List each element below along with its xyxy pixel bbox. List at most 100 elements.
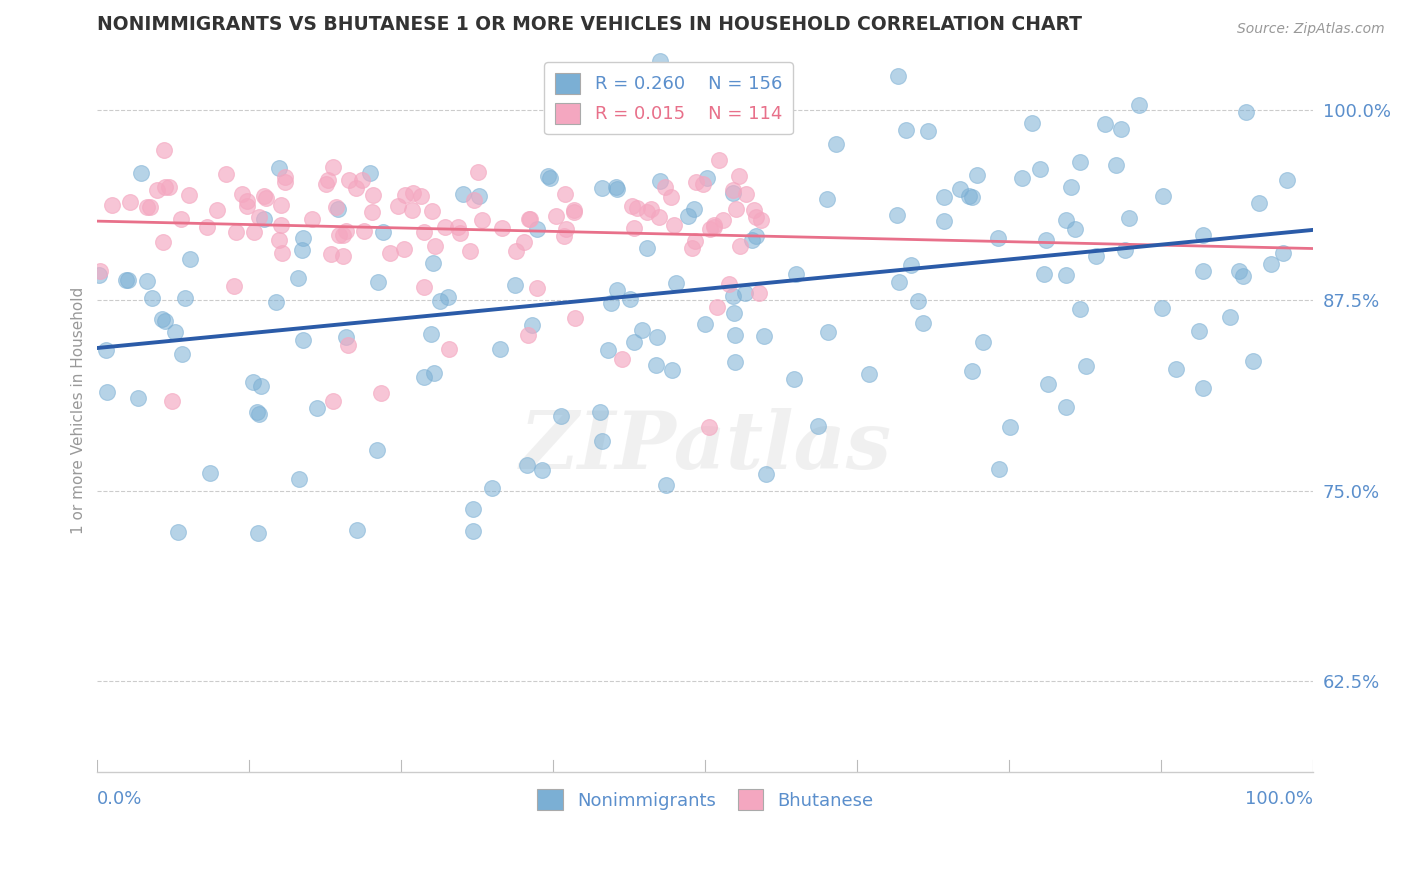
Point — [620, 199, 643, 213]
Point — [316, 173, 339, 187]
Point — [242, 375, 264, 389]
Point — [291, 244, 314, 258]
Point — [745, 210, 768, 224]
Point — [659, 190, 682, 204]
Point — [1241, 353, 1264, 368]
Point — [163, 325, 186, 339]
Point — [322, 393, 344, 408]
Point — [636, 204, 658, 219]
Text: 100.0%: 100.0% — [1246, 790, 1313, 808]
Point — [461, 501, 484, 516]
Point — [1114, 243, 1136, 257]
Point — [315, 177, 337, 191]
Point — [153, 180, 176, 194]
Point — [741, 234, 763, 248]
Point — [749, 213, 772, 227]
Point — [205, 203, 228, 218]
Point — [721, 186, 744, 200]
Point — [270, 198, 292, 212]
Point — [744, 229, 766, 244]
Point — [157, 179, 180, 194]
Point — [1038, 376, 1060, 391]
Point — [422, 366, 444, 380]
Point — [562, 205, 585, 219]
Point — [491, 220, 513, 235]
Point — [1105, 158, 1128, 172]
Point — [254, 190, 277, 204]
Point — [449, 227, 471, 241]
Point — [236, 199, 259, 213]
Point — [433, 219, 456, 234]
Point — [270, 218, 292, 232]
Point — [135, 274, 157, 288]
Point — [101, 197, 124, 211]
Point — [654, 180, 676, 194]
Point — [467, 165, 489, 179]
Point — [817, 326, 839, 340]
Point — [401, 202, 423, 217]
Point — [666, 91, 689, 105]
Text: ZIPatlas: ZIPatlas — [519, 409, 891, 485]
Point — [734, 285, 756, 300]
Point — [198, 467, 221, 481]
Point — [550, 409, 572, 423]
Point — [350, 173, 373, 187]
Point — [662, 218, 685, 232]
Point — [269, 161, 291, 175]
Point — [274, 170, 297, 185]
Point — [422, 256, 444, 270]
Point — [1219, 310, 1241, 325]
Point — [402, 186, 425, 201]
Point — [917, 124, 939, 138]
Point — [481, 482, 503, 496]
Point — [270, 246, 292, 260]
Point — [623, 335, 645, 350]
Point — [461, 524, 484, 538]
Point — [1272, 245, 1295, 260]
Point — [696, 171, 718, 186]
Point — [1074, 359, 1097, 373]
Point — [681, 241, 703, 255]
Point — [702, 219, 724, 233]
Point — [127, 392, 149, 406]
Point — [748, 285, 770, 300]
Point — [146, 183, 169, 197]
Point — [361, 205, 384, 219]
Point — [960, 190, 983, 204]
Point — [665, 276, 688, 290]
Point — [636, 241, 658, 255]
Point — [246, 405, 269, 419]
Point — [538, 170, 561, 185]
Point — [959, 189, 981, 203]
Point — [1166, 361, 1188, 376]
Point — [1152, 301, 1174, 315]
Point — [728, 239, 751, 253]
Point — [610, 351, 633, 366]
Point — [1063, 222, 1085, 236]
Point — [463, 193, 485, 207]
Point — [292, 231, 315, 245]
Point — [505, 244, 527, 258]
Point — [1232, 268, 1254, 283]
Point — [650, 54, 672, 68]
Y-axis label: 1 or more Vehicles in Household: 1 or more Vehicles in Household — [72, 287, 86, 534]
Point — [640, 202, 662, 216]
Point — [721, 289, 744, 303]
Point — [1118, 211, 1140, 225]
Point — [392, 243, 415, 257]
Point — [1236, 105, 1258, 120]
Point — [894, 123, 917, 137]
Point — [1192, 381, 1215, 395]
Point — [825, 136, 848, 151]
Point — [179, 252, 201, 266]
Point — [591, 434, 613, 449]
Point — [468, 189, 491, 203]
Point — [436, 290, 458, 304]
Point — [222, 279, 245, 293]
Point — [1054, 268, 1077, 282]
Point — [724, 327, 747, 342]
Point — [179, 188, 201, 202]
Point — [887, 69, 910, 83]
Point — [1275, 173, 1298, 187]
Point — [328, 228, 350, 243]
